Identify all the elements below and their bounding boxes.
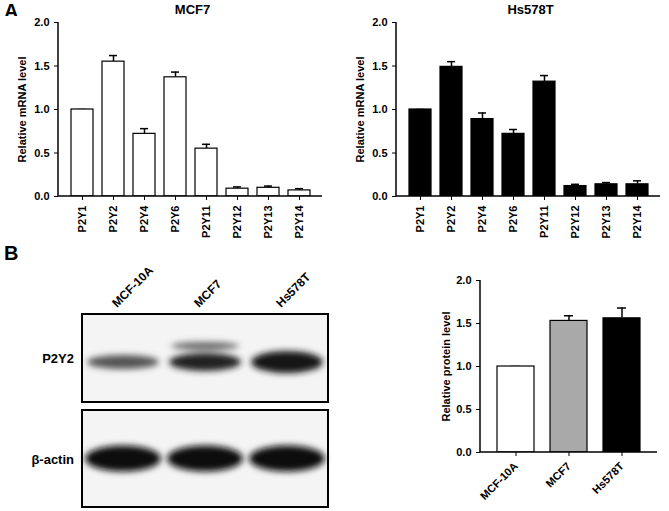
svg-text:Hs578T: Hs578T [590, 460, 626, 496]
svg-text:β-actin: β-actin [31, 452, 74, 467]
svg-text:Relative mRNA level: Relative mRNA level [354, 57, 366, 163]
svg-text:P2Y4: P2Y4 [138, 205, 150, 233]
svg-text:0.5: 0.5 [456, 403, 471, 415]
svg-text:P2Y13: P2Y13 [600, 206, 612, 239]
svg-text:P2Y13: P2Y13 [262, 206, 274, 239]
svg-text:Relative protein level: Relative protein level [440, 311, 452, 421]
html-text:B: B [4, 242, 19, 264]
html-text:A: A [4, 0, 19, 22]
svg-text:0.0: 0.0 [34, 190, 49, 202]
svg-text:P2Y1: P2Y1 [76, 206, 88, 233]
html-text:MCF7: MCF7 [174, 2, 211, 17]
svg-text:1.5: 1.5 [34, 60, 49, 72]
svg-text:2.0: 2.0 [372, 16, 387, 28]
svg-text:MCF7: MCF7 [543, 460, 573, 490]
svg-text:P2Y14: P2Y14 [631, 205, 643, 239]
svg-text:1.0: 1.0 [372, 103, 387, 115]
svg-text:0.5: 0.5 [372, 147, 387, 159]
svg-text:2.0: 2.0 [456, 274, 471, 286]
svg-text:P2Y2: P2Y2 [107, 206, 119, 233]
svg-text:Relative mRNA level: Relative mRNA level [16, 57, 28, 163]
svg-text:P2Y4: P2Y4 [476, 205, 488, 233]
svg-text:P2Y12: P2Y12 [569, 206, 581, 239]
svg-text:P2Y1: P2Y1 [414, 206, 426, 233]
svg-text:P2Y2: P2Y2 [445, 206, 457, 233]
svg-text:1.0: 1.0 [34, 103, 49, 115]
html-text:Hs578T: Hs578T [507, 2, 554, 17]
svg-text:P2Y6: P2Y6 [169, 206, 181, 233]
svg-text:1.5: 1.5 [372, 60, 387, 72]
svg-text:MCF7: MCF7 [191, 277, 224, 310]
svg-text:1.0: 1.0 [456, 360, 471, 372]
svg-text:P2Y12: P2Y12 [231, 206, 243, 239]
svg-text:Hs578T: Hs578T [273, 270, 314, 311]
svg-text:1.5: 1.5 [456, 317, 471, 329]
svg-text:0.0: 0.0 [456, 446, 471, 458]
svg-text:MCF-10A: MCF-10A [478, 460, 520, 502]
svg-text:0.0: 0.0 [372, 190, 387, 202]
svg-text:P2Y6: P2Y6 [507, 206, 519, 233]
svg-text:P2Y11: P2Y11 [200, 206, 212, 238]
svg-text:P2Y11: P2Y11 [538, 206, 550, 238]
svg-text:P2Y2: P2Y2 [42, 351, 74, 366]
svg-text:P2Y14: P2Y14 [293, 205, 305, 239]
svg-text:2.0: 2.0 [34, 16, 49, 28]
svg-text:0.5: 0.5 [34, 147, 49, 159]
svg-text:MCF-10A: MCF-10A [109, 263, 156, 310]
